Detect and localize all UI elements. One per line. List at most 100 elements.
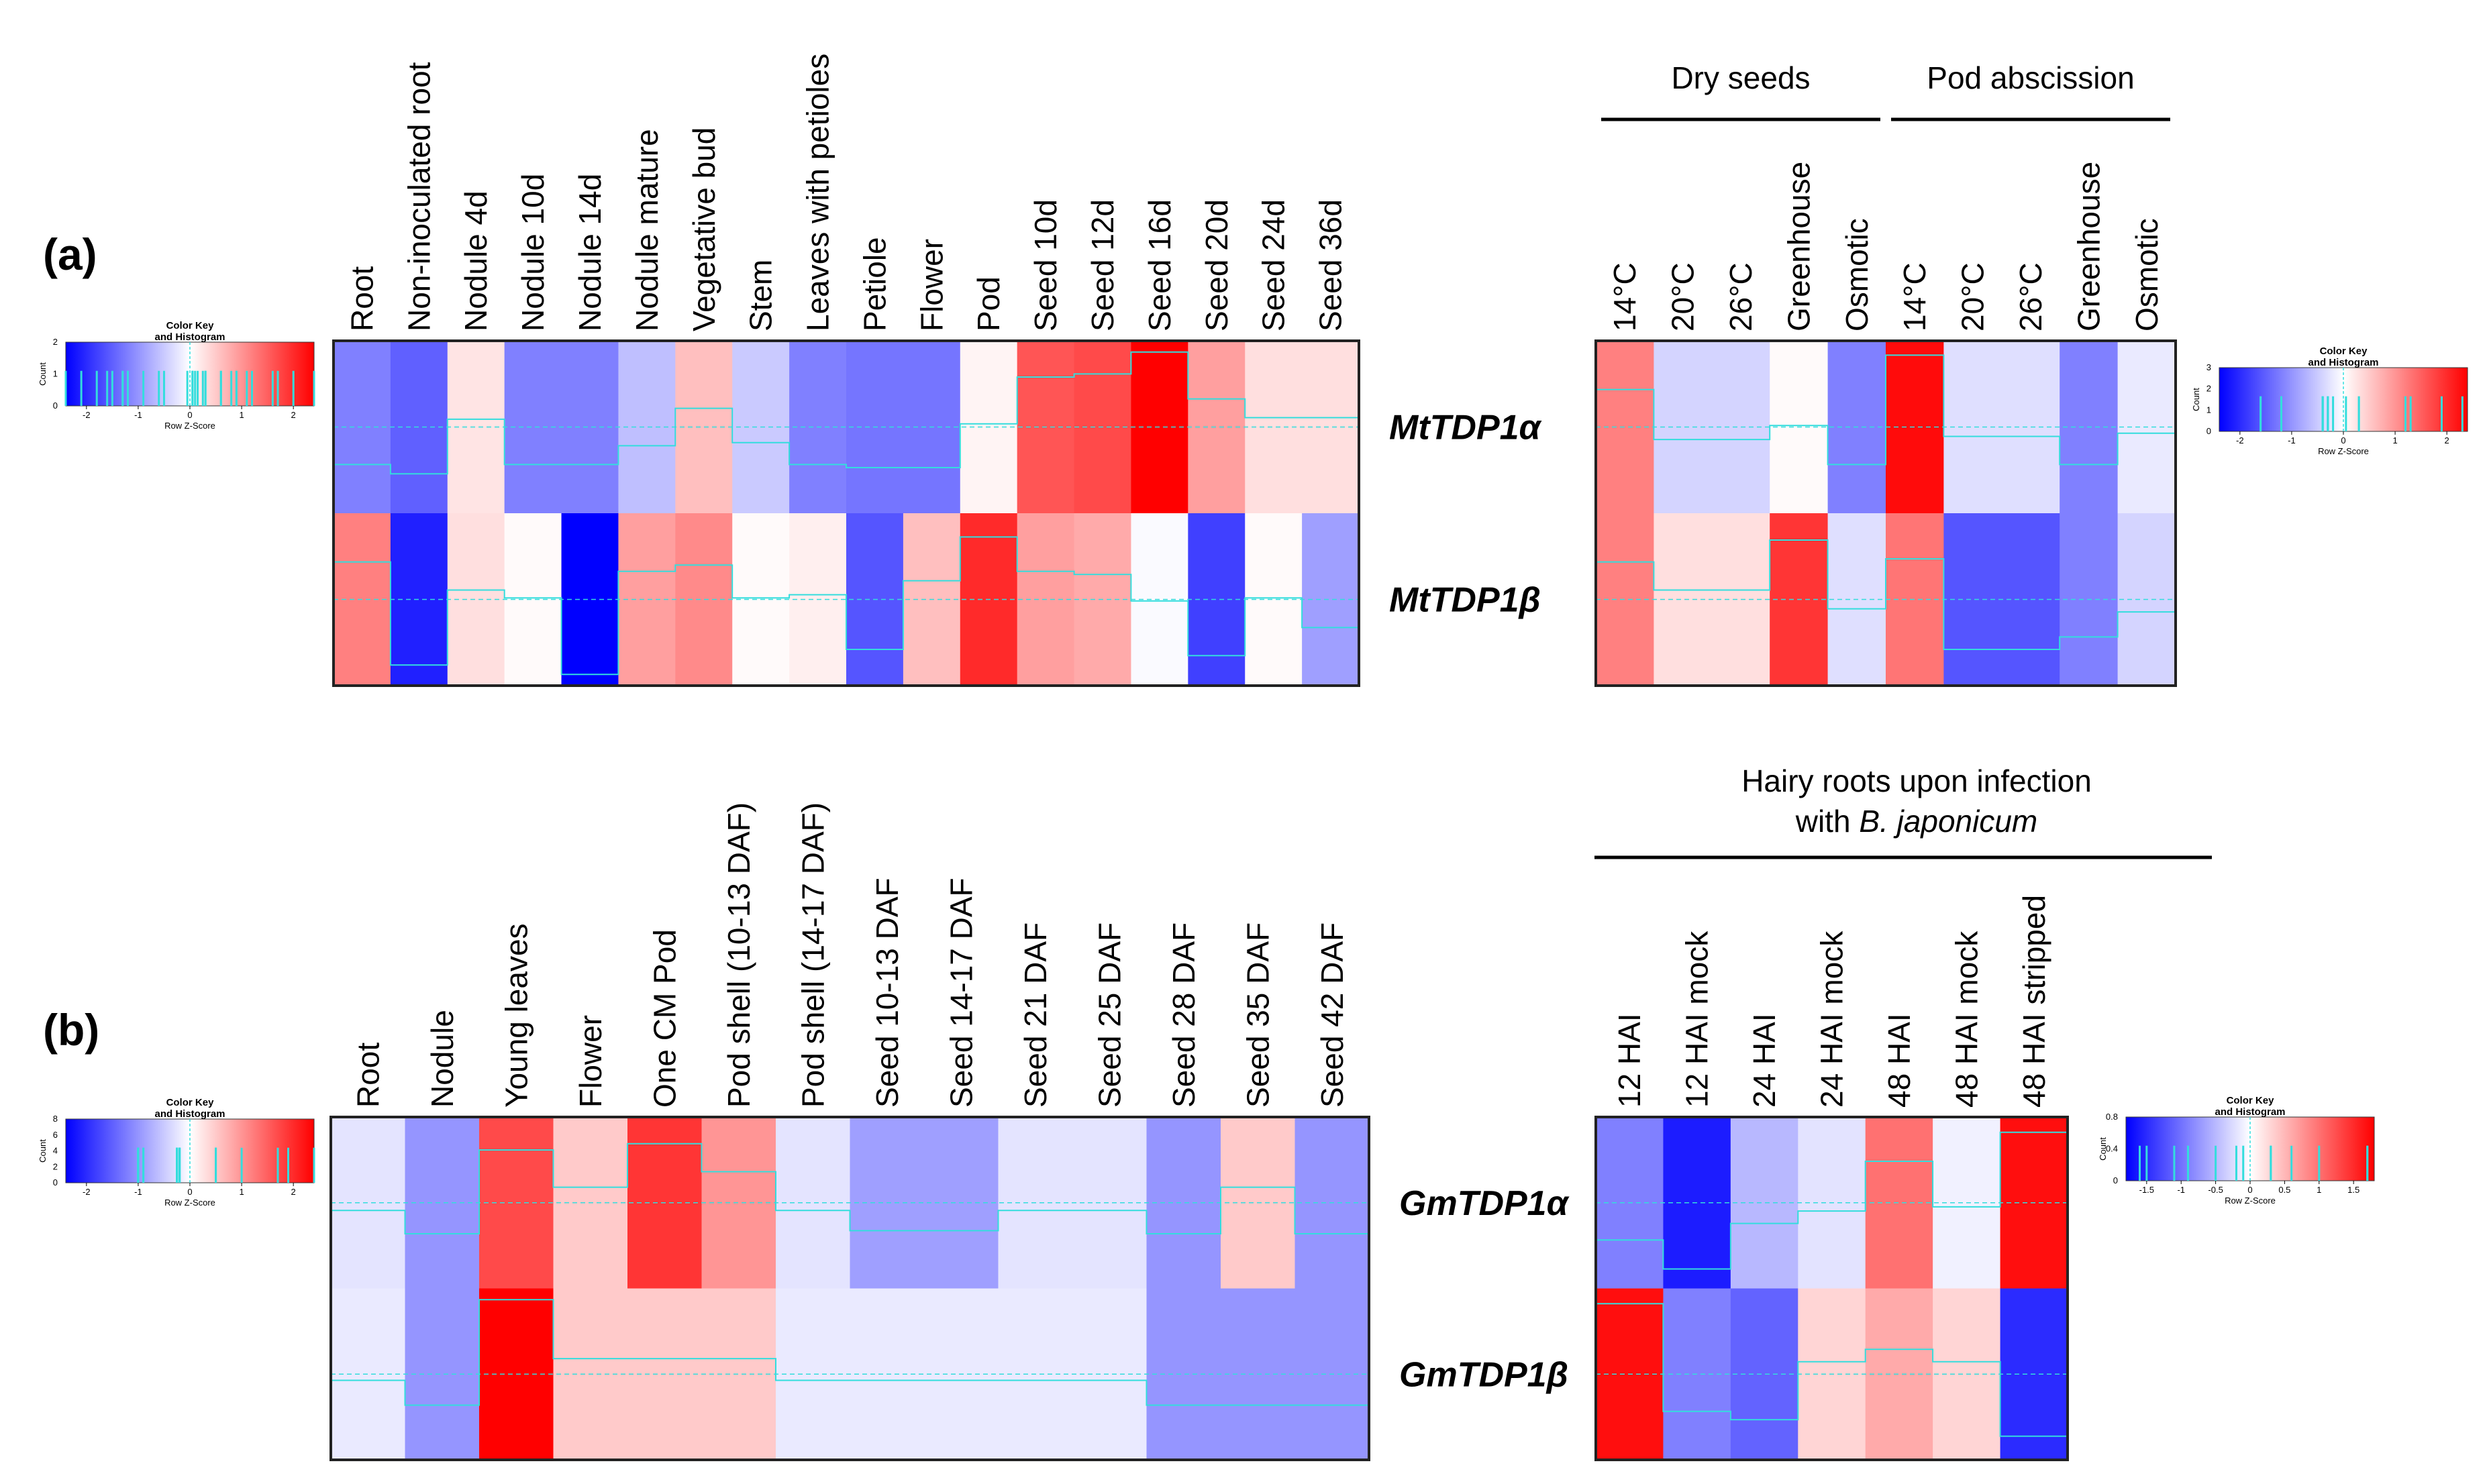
key-tick-label: -1.5 [2139,1185,2154,1195]
color-key-title-1: Color Key [166,320,215,331]
group-label-line2: with B. japonicum [1795,804,2038,839]
key-tick-label: 0 [2341,435,2345,445]
key-ytick-label: 3 [2206,362,2211,372]
column-label: Pod shell (10-13 DAF) [721,802,756,1108]
heatmap-cell [405,1117,480,1289]
trace-line [1596,354,2176,466]
column-label: Pod shell (14-17 DAF) [795,802,830,1108]
key-ytick-label: 6 [53,1130,58,1140]
key-ytick-label: 4 [53,1146,58,1156]
column-label: Young leaves [499,923,534,1108]
key-ytick-label: 1 [2206,405,2211,415]
column-label: Seed 10d [1028,199,1063,331]
column-label: Seed 24d [1256,199,1291,331]
column-label: Nodule mature [629,129,664,331]
key-tick-label: -2 [2236,435,2244,445]
column-label: Seed 35 DAF [1240,922,1275,1108]
key-ytick-label: 0 [2206,426,2211,436]
trace-line [1596,1303,2068,1437]
key-tick-label: 0.5 [2278,1185,2290,1195]
column-label: Nodule [425,1010,460,1108]
row-label: MtTDP1α [1389,409,1543,447]
column-label: Greenhouse [1781,162,1816,331]
panel-a-label: (a) [43,229,97,279]
heatmap-frame [329,1116,1370,1461]
column-label: Nodule 14d [572,174,607,331]
column-label: 26°C [2013,262,2048,331]
color-key-title-1: Color Key [166,1097,215,1108]
column-label: Osmotic [2129,218,2164,331]
color-key-title-2: and Histogram [2308,357,2378,368]
key-ytick-label: 0 [53,401,58,411]
key-ylabel: Count [38,362,48,386]
key-tick-label: 1 [239,1187,244,1197]
key-ylabel: Count [38,1139,48,1163]
key-tick-label: 1 [2392,435,2397,445]
group-label-species: B. japonicum [1859,804,2037,839]
key-ylabel: Count [2098,1137,2108,1161]
heatmap-cell [776,1288,851,1461]
column-label: Seed 10-13 DAF [870,878,905,1108]
column-label: Seed 20d [1199,199,1234,331]
column-label: Seed 16d [1142,199,1177,331]
key-tick-label: -2 [83,410,91,420]
column-label: Nodule 4d [458,191,493,331]
key-ytick-label: 2 [53,337,58,347]
row-label: GmTDP1β [1399,1355,1568,1394]
key-ytick-label: 1 [53,369,58,379]
column-label: Seed 25 DAF [1092,922,1127,1108]
key-tick-label: -2 [83,1187,91,1197]
key-tick-label: 2 [2445,435,2449,445]
key-xlabel: Row Z-Score [164,421,215,431]
key-tick-label: -1 [134,410,142,420]
key-tick-label: 1 [239,410,244,420]
column-label: Non-inoculated root [401,62,436,331]
column-label: Stem [744,260,778,331]
column-label: 14°C [1897,262,1932,331]
group-label-line1: Hairy roots upon infection [1741,763,2092,798]
heatmap-cell [405,1288,480,1461]
key-ytick-label: 0 [53,1177,58,1187]
trace-line [1596,539,2176,650]
heatmap-frame [1594,1116,2069,1461]
trace-line [331,1299,1369,1406]
group-label: Dry seeds [1671,60,1810,95]
column-label: Nodule 10d [515,174,550,331]
column-label: Greenhouse [2071,162,2106,331]
key-ytick-label: 2 [53,1161,58,1171]
heatmap-1: Root Non-inoculated root Nodule 4d Nodule 1… [332,54,1543,687]
column-label: Seed 36d [1313,199,1348,331]
column-label: Flower [914,239,949,331]
heatmap-4: 12 HAI 12 HAI mock 24 HAI 24 HAI mock 48 HAI… [1594,763,2212,1461]
color-key-title-2: and Histogram [154,331,225,343]
column-label: Seed 21 DAF [1018,922,1053,1108]
key-tick-label: -1 [134,1187,142,1197]
color-key-title-1: Color Key [2320,346,2368,357]
key-tick-label: 0 [187,1187,192,1197]
heatmap-cell [1865,1117,1933,1289]
column-label: 24 HAI [1747,1013,1782,1108]
color-key-title-2: and Histogram [2215,1106,2285,1118]
key-tick-label: 0 [187,410,192,420]
key-ytick-label: 0.4 [2106,1144,2118,1154]
key-tick-label: 2 [291,410,296,420]
column-label: Seed 42 DAF [1315,922,1350,1108]
column-label: 12 HAI [1612,1013,1647,1108]
key-tick-label: 1.5 [2347,1185,2359,1195]
column-label: 20°C [1666,262,1701,331]
heatmap-cell [1865,1288,1933,1461]
heatmap-frame [332,339,1360,687]
column-label: Root [350,1043,385,1108]
key-ytick-label: 0 [2113,1175,2118,1185]
row-label: GmTDP1α [1399,1184,1570,1223]
column-label: Seed 28 DAF [1166,922,1201,1108]
key-tick-label: -0.5 [2208,1185,2223,1195]
column-label: 48 HAI stripped [2017,895,2051,1108]
key-tick-label: 1 [2317,1185,2321,1195]
row-label: MtTDP1β [1389,581,1541,620]
trace-line [334,351,1359,475]
key-xlabel: Row Z-Score [164,1198,215,1208]
